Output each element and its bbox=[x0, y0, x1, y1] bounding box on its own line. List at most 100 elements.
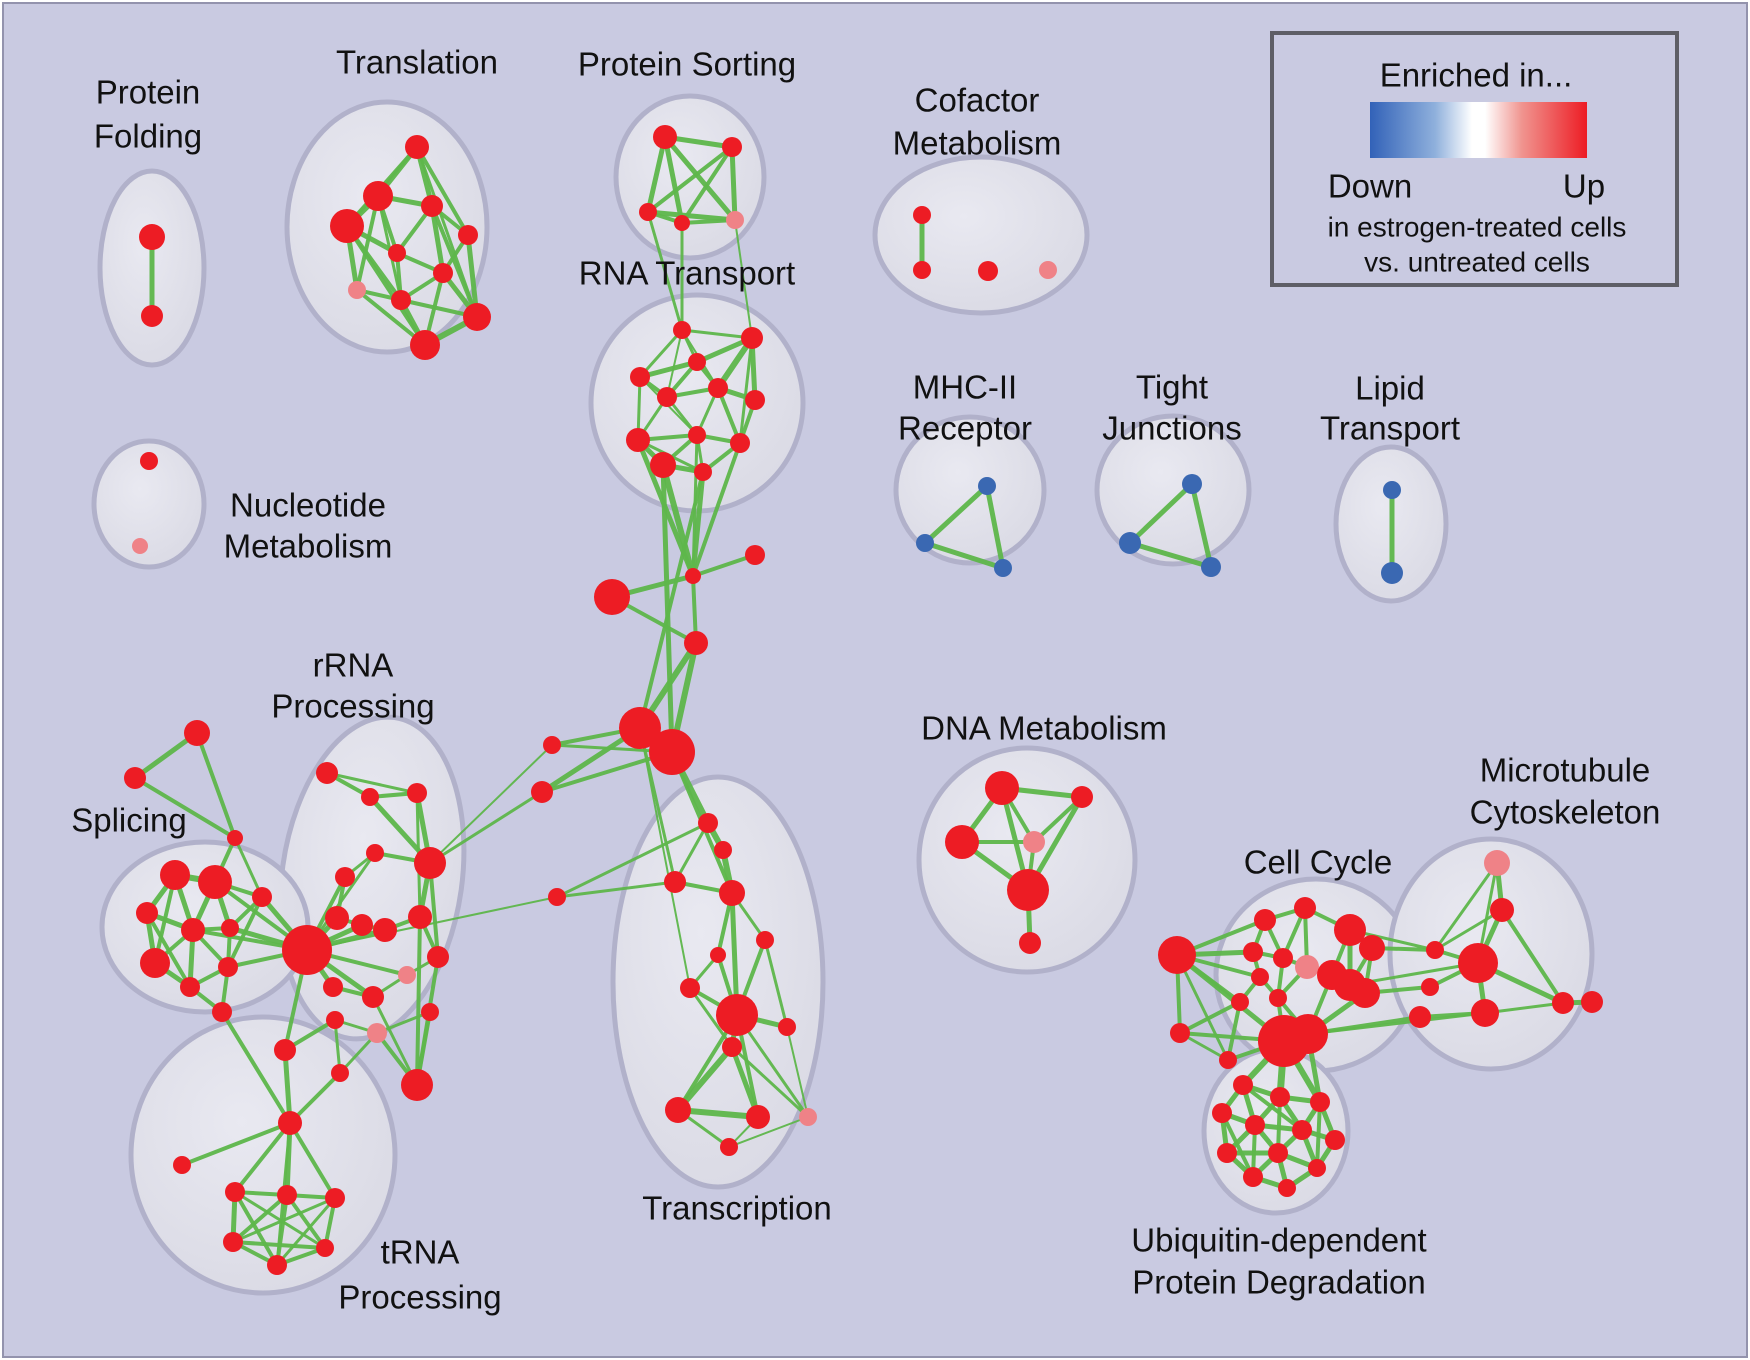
legend-up-label: Up bbox=[1563, 168, 1605, 205]
node-ub10 bbox=[1243, 1167, 1263, 1187]
node-tx10 bbox=[722, 1037, 742, 1057]
edge-tj0-tj1 bbox=[1127, 481, 1195, 546]
node-sp2 bbox=[136, 902, 158, 924]
node-rr20 bbox=[421, 1003, 439, 1021]
node-cn0 bbox=[685, 568, 701, 584]
node-cn7 bbox=[531, 781, 553, 803]
legend-title: Enriched in... bbox=[1380, 57, 1573, 94]
node-cc7 bbox=[1295, 955, 1319, 979]
edge-ps4-rt1 bbox=[734, 219, 753, 339]
node-ub0 bbox=[1233, 1075, 1253, 1095]
edge-tx0-tx4 bbox=[555, 821, 710, 899]
cluster-label-protein-folding-line2: Folding bbox=[94, 118, 202, 155]
edge-mt1-mt4 bbox=[1500, 908, 1565, 1005]
node-mt2 bbox=[1458, 943, 1498, 983]
edge-tx11-tx12 bbox=[675, 1107, 761, 1120]
node-sp8 bbox=[252, 887, 272, 907]
node-cc2 bbox=[1294, 897, 1316, 919]
node-tx12 bbox=[746, 1105, 770, 1129]
cluster-label-cell-cycle-line1: Cell Cycle bbox=[1244, 844, 1393, 881]
cluster-label-lipid-transport-line1: Lipid bbox=[1355, 370, 1425, 407]
node-tn2 bbox=[325, 1188, 345, 1208]
node-tn4 bbox=[316, 1239, 334, 1257]
node-cc3 bbox=[1334, 914, 1366, 946]
node-st2 bbox=[227, 830, 243, 846]
edge-rt11-cn4 bbox=[638, 470, 705, 730]
legend-subtitle-1: in estrogen-treated cells bbox=[1328, 212, 1627, 243]
edge-tn0-tn4 bbox=[233, 1190, 327, 1250]
node-mt5 bbox=[1581, 991, 1603, 1013]
cluster-label-cofactor-metabolism-line1: Cofactor bbox=[915, 82, 1040, 119]
edge-rt0-rt4 bbox=[666, 329, 683, 398]
node-cn2 bbox=[594, 579, 630, 615]
node-ub6 bbox=[1325, 1130, 1345, 1150]
node-ub4 bbox=[1245, 1115, 1265, 1135]
edge-tx9-tx13 bbox=[786, 1026, 809, 1118]
cluster-label-ubiquitin-dependent-protein-degradation-line1: Ubiquitin-dependent bbox=[1131, 1222, 1426, 1259]
cluster-label-cofactor-metabolism-line2: Metabolism bbox=[893, 125, 1062, 162]
node-cf2 bbox=[978, 261, 998, 281]
edge-tj0-tj2 bbox=[1189, 481, 1214, 570]
node-tx14 bbox=[720, 1138, 738, 1156]
cluster-label-trna-processing-line2: Processing bbox=[338, 1279, 501, 1316]
node-rr19 bbox=[367, 1023, 387, 1043]
edge-tn_j-tn_l bbox=[180, 1121, 292, 1167]
edge-tr3-tr6 bbox=[429, 203, 446, 276]
legend-box bbox=[1270, 31, 1679, 287]
node-cc6 bbox=[1273, 948, 1293, 968]
edge-tn1-tn4 bbox=[285, 1193, 327, 1250]
node-cf1 bbox=[913, 261, 931, 279]
node-cc16 bbox=[1170, 1023, 1190, 1043]
node-rt11 bbox=[694, 463, 712, 481]
cluster-label-tight-junctions-line1: Tight bbox=[1136, 369, 1208, 406]
edge-tx13-tx14 bbox=[728, 1116, 809, 1148]
edge-mh1-mh2 bbox=[922, 540, 1006, 571]
edge-rr12-rr21 bbox=[371, 995, 419, 1087]
node-tr5 bbox=[388, 244, 406, 262]
edge-tn0-tn5 bbox=[233, 1190, 279, 1267]
edge-tx10-tx11 bbox=[675, 1044, 735, 1113]
edge-st2-sp8 bbox=[233, 836, 264, 899]
edge-ps1-ps2 bbox=[646, 145, 734, 214]
cluster-label-transcription-line1: Transcription bbox=[642, 1190, 832, 1227]
legend-gradient-bar bbox=[1370, 102, 1587, 158]
node-mt3 bbox=[1471, 999, 1499, 1027]
edge-rb-tx4 bbox=[306, 896, 558, 951]
node-br0 bbox=[1426, 941, 1444, 959]
node-tn0 bbox=[225, 1182, 245, 1202]
node-tn_l bbox=[173, 1156, 191, 1174]
node-cn4 bbox=[619, 707, 661, 749]
node-cc17 bbox=[1219, 1051, 1237, 1069]
cluster-label-mhc-ii-receptor-line2: Receptor bbox=[898, 410, 1032, 447]
node-tn1 bbox=[277, 1185, 297, 1205]
node-dm5 bbox=[1019, 932, 1041, 954]
edge-ps1-ps3 bbox=[680, 145, 734, 225]
node-tr8 bbox=[391, 290, 411, 310]
network-nodes bbox=[124, 125, 1603, 1275]
node-ps0 bbox=[653, 125, 677, 149]
cluster-label-translation-line1: Translation bbox=[336, 44, 498, 81]
node-rr9 bbox=[408, 905, 432, 929]
edge-tn1-tn3 bbox=[231, 1193, 289, 1244]
node-rt0 bbox=[673, 321, 691, 339]
node-rt8 bbox=[688, 426, 706, 444]
node-sp4 bbox=[221, 919, 239, 937]
node-sp0 bbox=[160, 860, 190, 890]
node-tr4 bbox=[458, 225, 478, 245]
node-rr3 bbox=[366, 844, 384, 862]
node-rr21 bbox=[401, 1069, 433, 1101]
edge-rr15-tn_j bbox=[282, 1047, 293, 1126]
node-tr9 bbox=[463, 303, 491, 331]
node-tr10 bbox=[410, 330, 440, 360]
edge-tn_j-tn2 bbox=[288, 1121, 337, 1200]
node-tn3 bbox=[223, 1232, 243, 1252]
node-sp3 bbox=[181, 918, 205, 942]
node-tr0 bbox=[405, 135, 429, 159]
edge-tn3-tn4 bbox=[231, 1240, 327, 1250]
cluster-ellipse-cofactor-metabolism bbox=[872, 154, 1090, 316]
edge-ps2-rt0 bbox=[646, 210, 684, 332]
edge-cn4-tx6 bbox=[639, 727, 691, 989]
edge-ps1-ps4 bbox=[729, 144, 738, 223]
node-cc11 bbox=[1269, 989, 1287, 1007]
